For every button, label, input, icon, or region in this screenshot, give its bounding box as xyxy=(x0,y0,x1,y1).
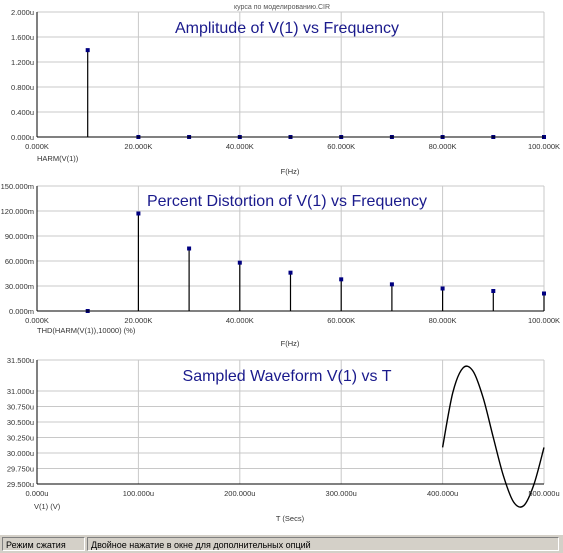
x-tick-label: 60.000K xyxy=(327,316,355,325)
distortion-title: Percent Distortion of V(1) vs Frequency xyxy=(147,193,427,210)
amplitude-ticks: 0.000K 20.000K 40.000K 60.000K 80.000K 100.00… xyxy=(11,8,560,151)
amplitude-grid xyxy=(37,11,545,137)
status-mode: Режим сжатия xyxy=(2,537,85,551)
amplitude-plot-area[interactable] xyxy=(37,12,544,137)
y-tick-label: 120.000m xyxy=(1,207,34,216)
y-tick-label: 30.000u xyxy=(7,449,34,458)
waveform-grid xyxy=(37,359,545,484)
y-tick-label: 60.000m xyxy=(5,257,34,266)
distortion-marks xyxy=(85,211,546,313)
status-hint: Двойное нажатие в окне для дополнительны… xyxy=(87,537,559,551)
x-tick-label: 80.000K xyxy=(429,316,457,325)
y-tick-label: 29.750u xyxy=(7,465,34,474)
x-tick-label: 200.000u xyxy=(224,489,255,498)
waveform-marks xyxy=(441,365,545,508)
x-tick-label: 0.000K xyxy=(25,316,49,325)
waveform-title: Sampled Waveform V(1) vs T xyxy=(183,368,392,385)
y-tick-label: 30.000m xyxy=(5,282,34,291)
x-tick-label: 40.000K xyxy=(226,316,254,325)
y-tick-label: 30.250u xyxy=(7,434,34,443)
x-tick-label: 500.000u xyxy=(528,489,559,498)
amplitude-trace-label: HARM(V(1)) xyxy=(37,154,79,163)
y-tick-label: 2.000u xyxy=(11,8,34,17)
x-tick-label: 0.000u xyxy=(26,489,49,498)
status-bar: Режим сжатия Двойное нажатие в окне для … xyxy=(0,534,563,553)
y-tick-label: 0.800u xyxy=(11,83,34,92)
data-point xyxy=(237,260,242,265)
waveform-trace-label: V(1) (V) xyxy=(34,502,61,511)
y-tick-label: 1.200u xyxy=(11,58,34,67)
x-tick-label: 60.000K xyxy=(327,142,355,151)
y-tick-label: 1.600u xyxy=(11,33,34,42)
plot-window[interactable]: курса по моделированию.CIR 0.000K 20.000K… xyxy=(0,0,563,534)
x-tick-label: 100.000K xyxy=(528,316,560,325)
data-point xyxy=(389,282,394,287)
x-tick-label: 100.000u xyxy=(123,489,154,498)
y-tick-label: 0.400u xyxy=(11,108,34,117)
waveform-chart[interactable]: 0.000u 100.000u 200.000u 300.000u 400.000u 50… xyxy=(7,356,560,523)
data-point xyxy=(542,291,546,296)
series-line xyxy=(441,365,545,508)
x-tick-label: 300.000u xyxy=(326,489,357,498)
waveform-ticks: 0.000u 100.000u 200.000u 300.000u 400.000u 50… xyxy=(7,356,560,498)
amplitude-chart[interactable]: 0.000K 20.000K 40.000K 60.000K 80.000K 100.00… xyxy=(11,8,560,176)
data-point xyxy=(85,48,90,53)
x-tick-label: 40.000K xyxy=(226,142,254,151)
amplitude-x-label: F(Hz) xyxy=(281,167,300,176)
waveform-x-label: T (Secs) xyxy=(276,514,305,523)
distortion-chart[interactable]: 0.000K 20.000K 40.000K 60.000K 80.000K 100.00… xyxy=(1,182,560,348)
x-tick-label: 20.000K xyxy=(124,316,152,325)
y-tick-label: 31.000u xyxy=(7,387,34,396)
data-point xyxy=(288,270,293,275)
y-tick-label: 30.750u xyxy=(7,403,34,412)
distortion-ticks: 0.000K 20.000K 40.000K 60.000K 80.000K 100.00… xyxy=(1,182,560,325)
x-tick-label: 400.000u xyxy=(427,489,458,498)
y-tick-label: 30.500u xyxy=(7,418,34,427)
y-tick-label: 0.000m xyxy=(9,307,34,316)
distortion-trace-label: THD(HARM(V(1)),10000) (%) xyxy=(37,326,136,335)
y-tick-label: 150.000m xyxy=(1,182,34,191)
data-point xyxy=(187,246,192,251)
y-tick-label: 0.000u xyxy=(11,133,34,142)
y-tick-label: 31.500u xyxy=(7,356,34,365)
x-tick-label: 100.000K xyxy=(528,142,560,151)
x-tick-label: 0.000K xyxy=(25,142,49,151)
data-point xyxy=(339,277,344,282)
x-tick-label: 20.000K xyxy=(124,142,152,151)
amplitude-title: Amplitude of V(1) vs Frequency xyxy=(175,20,399,37)
y-tick-label: 29.500u xyxy=(7,480,34,489)
y-tick-label: 90.000m xyxy=(5,232,34,241)
data-point xyxy=(136,211,141,216)
data-point xyxy=(440,286,445,291)
data-point xyxy=(491,289,496,293)
x-tick-label: 80.000K xyxy=(429,142,457,151)
distortion-x-label: F(Hz) xyxy=(281,339,300,348)
window-title: курса по моделированию.CIR xyxy=(234,4,330,11)
